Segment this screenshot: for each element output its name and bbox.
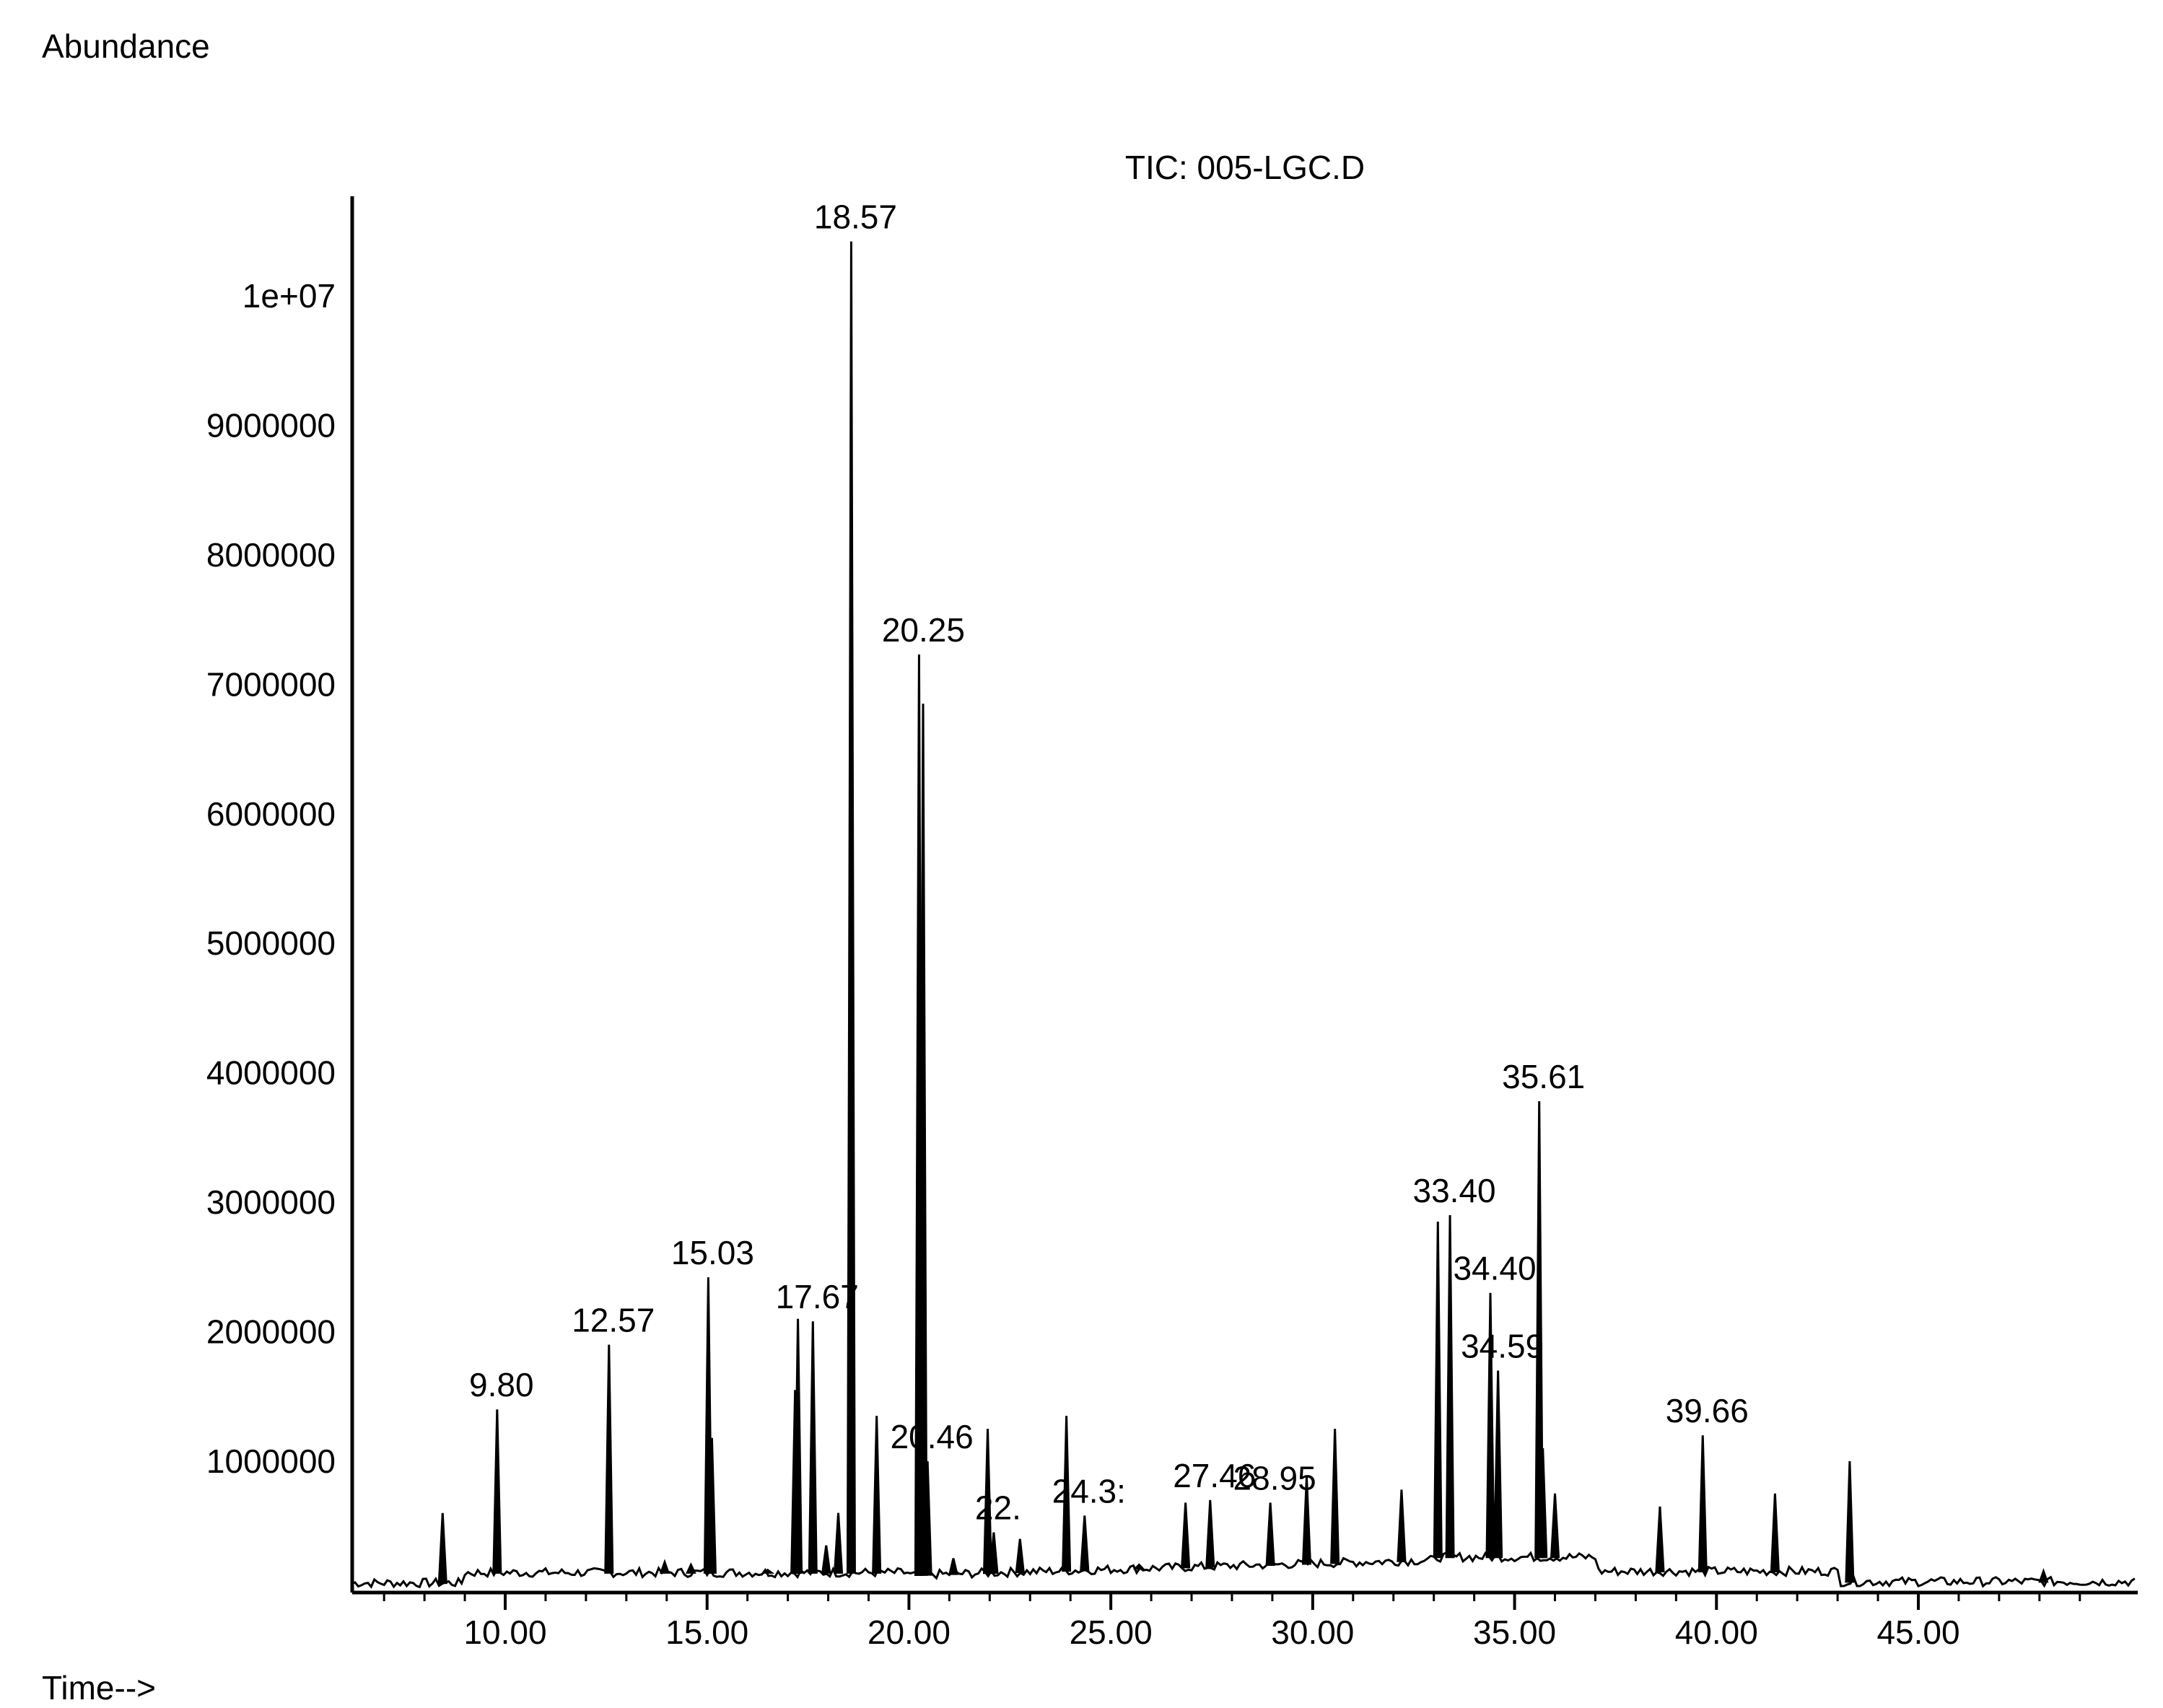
x-tick-label: 30.00: [1271, 1613, 1354, 1651]
peak-spike: [872, 1416, 882, 1574]
peak-spike: [1265, 1502, 1275, 1566]
y-axis-title: Abundance: [42, 27, 210, 65]
peak-spike: [1433, 1222, 1443, 1559]
y-tick-label: 3000000: [206, 1183, 336, 1221]
peak-label: 9.80: [469, 1366, 534, 1403]
peak-label: 17.67: [776, 1278, 859, 1315]
y-tick-label: 5000000: [206, 924, 336, 962]
peak-label: 27.46: [1173, 1457, 1256, 1494]
peak-spike: [808, 1321, 818, 1574]
tic-trace: [351, 1551, 2136, 1589]
x-tick-label: 25.00: [1070, 1613, 1153, 1651]
peak-spike: [821, 1545, 831, 1574]
peak-spike: [1397, 1489, 1407, 1562]
peak-label: 28.95: [1233, 1459, 1316, 1497]
x-tick-label: 15.00: [665, 1613, 748, 1651]
peak-spike: [1538, 1448, 1548, 1559]
peak-spike: [1330, 1429, 1340, 1564]
peak-spike: [982, 1429, 993, 1575]
peak-label: 34.40: [1453, 1250, 1536, 1287]
chart-title: TIC: 005-LGC.D: [1125, 149, 1365, 186]
x-tick-label: 35.00: [1473, 1613, 1556, 1651]
peak-spike: [1550, 1493, 1560, 1559]
peak-spike: [1301, 1476, 1312, 1565]
y-axis-ticks: 1000000 2000000 3000000 4000000 5000000 60000…: [206, 277, 336, 1480]
peak-spike: [1080, 1515, 1090, 1572]
peak-spike: [707, 1437, 717, 1574]
peak-label: 24.3:: [1052, 1472, 1126, 1510]
peak-label: 33.40: [1413, 1172, 1496, 1209]
peak-spike: [437, 1512, 447, 1585]
peak-spike: [1445, 1215, 1455, 1559]
x-tick-label: 40.00: [1675, 1613, 1758, 1651]
y-tick-label: 9000000: [206, 406, 336, 444]
peak-label: 35.61: [1502, 1058, 1585, 1095]
peak-label: 20.25: [882, 611, 965, 649]
y-tick-label: 1000000: [206, 1442, 336, 1480]
peak-spike: [1697, 1435, 1708, 1573]
peak-label: 20.46: [891, 1418, 974, 1455]
peak-spike: [492, 1409, 502, 1574]
peak-spike: [760, 1568, 775, 1574]
x-axis-title: Time-->: [42, 1669, 156, 1707]
baseline-trace: [351, 1551, 2136, 1589]
peak-spike: [846, 241, 856, 1574]
peak-spike: [1205, 1499, 1215, 1568]
peak-spike: [1062, 1416, 1072, 1572]
y-tick-label: 4000000: [206, 1054, 336, 1092]
peak-spike: [922, 1460, 932, 1576]
y-tick-label: 7000000: [206, 665, 336, 703]
peak-spike: [2038, 1567, 2049, 1583]
peak-label: 15.03: [671, 1234, 754, 1271]
peak-spike: [948, 1558, 958, 1575]
x-tick-label: 20.00: [868, 1613, 951, 1651]
peak-spike: [790, 1390, 800, 1574]
y-tick-label: 1e+07: [242, 277, 336, 315]
peak-spike: [989, 1532, 999, 1575]
peak-label: 39.66: [1666, 1392, 1749, 1429]
peak-label: 22.: [975, 1489, 1021, 1527]
peak-spike: [1655, 1506, 1665, 1573]
y-tick-label: 2000000: [206, 1313, 336, 1351]
peak-spike: [604, 1344, 614, 1574]
x-tick-label: 10.00: [463, 1613, 546, 1651]
x-axis-ticks: 10.00 15.00 20.00 25.00 30.00 35.00 40.00 45.00: [383, 1593, 2081, 1651]
peak-spike: [1485, 1292, 1495, 1559]
y-tick-label: 8000000: [206, 536, 336, 574]
peak-markers: [437, 241, 2049, 1585]
peak-label: 12.57: [572, 1302, 655, 1339]
peak-spike: [1493, 1370, 1503, 1559]
peak-label: 34.59: [1461, 1327, 1544, 1365]
peak-spike: [833, 1512, 844, 1574]
peak-spike: [1770, 1493, 1780, 1573]
peak-spike: [1015, 1538, 1025, 1573]
peak-label: 18.57: [814, 198, 897, 236]
x-tick-label: 45.00: [1876, 1613, 1959, 1651]
peak-spike: [1181, 1502, 1191, 1569]
y-tick-label: 6000000: [206, 795, 336, 833]
peak-spike: [1845, 1460, 1855, 1583]
peak-spike: [659, 1559, 670, 1574]
peak-spike: [685, 1562, 696, 1574]
peak-spike: [1132, 1563, 1145, 1570]
